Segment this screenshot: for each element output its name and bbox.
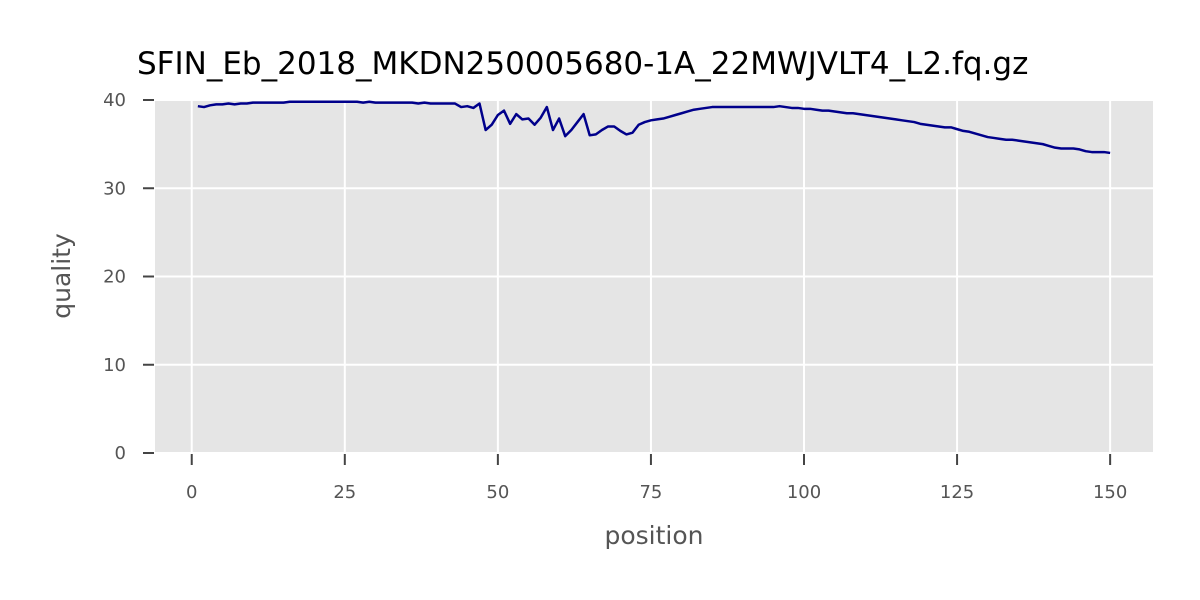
- x-tick-label: 100: [787, 482, 821, 503]
- chart-title: SFIN_Eb_2018_MKDN250005680-1A_22MWJVLT4_…: [137, 46, 1028, 82]
- x-axis: 0 25 50 75 100 125 150: [186, 454, 1127, 503]
- y-axis-label: quality: [47, 233, 76, 319]
- x-axis-label: position: [604, 521, 703, 550]
- x-tick-label: 25: [333, 482, 356, 503]
- x-tick-label: 125: [940, 482, 974, 503]
- y-tick-label: 20: [103, 267, 126, 288]
- y-tick-label: 40: [103, 90, 126, 111]
- x-tick-label: 0: [186, 482, 197, 503]
- y-tick-label: 10: [103, 355, 126, 376]
- y-tick-label: 0: [115, 443, 126, 464]
- x-tick-label: 75: [639, 482, 662, 503]
- y-axis: 0 10 20 30 40: [103, 90, 154, 464]
- grid-lines: [155, 99, 1153, 454]
- y-tick-label: 30: [103, 178, 126, 199]
- quality-line: [197, 100, 1111, 155]
- x-tick-label: 50: [486, 482, 509, 503]
- x-tick-label: 150: [1093, 482, 1127, 503]
